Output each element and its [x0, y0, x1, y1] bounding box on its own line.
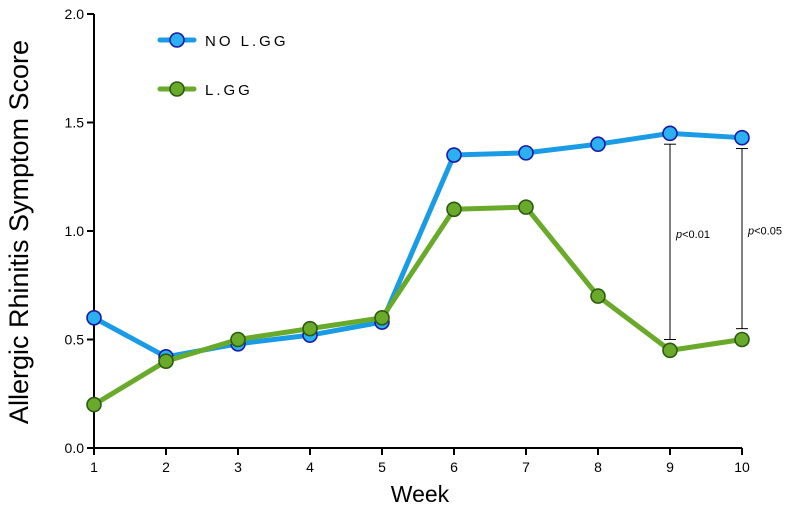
y-tick-label: 0.5 — [65, 332, 85, 348]
y-tick-label: 2.0 — [65, 6, 85, 22]
p-value-text: <0.01 — [682, 229, 710, 241]
legend-label: L.GG — [205, 82, 253, 99]
legend-marker — [169, 32, 185, 48]
data-point — [518, 199, 534, 215]
y-tick-label: 0.0 — [65, 440, 85, 456]
x-tick-label: 10 — [734, 459, 750, 475]
data-point — [662, 125, 678, 142]
x-tick-label: 1 — [90, 459, 98, 475]
data-point — [662, 342, 678, 359]
x-tick-label: 6 — [450, 459, 458, 475]
x-tick-label: 3 — [234, 459, 242, 475]
x-tick-label: 9 — [666, 459, 674, 475]
data-point — [86, 396, 102, 413]
y-axis-title: Allergic Rhinitis Symptom Score — [4, 40, 34, 424]
p-value-text: <0.05 — [754, 226, 782, 238]
legend-label: NO L.GG — [205, 33, 289, 50]
axes: 0.0 0.5 1.0 1.5 2.0 1 2 3 4 5 6 7 8 9 10 — [65, 6, 750, 475]
p-symbol: p — [747, 226, 754, 238]
y-tick-label: 1.5 — [65, 115, 85, 131]
legend: NO L.GG L.GG — [157, 32, 289, 99]
data-point — [590, 136, 606, 152]
data-point — [446, 201, 462, 218]
data-point — [158, 353, 174, 370]
data-point — [518, 145, 534, 161]
y-tick-label: 1.0 — [65, 223, 85, 239]
series-line — [91, 204, 745, 408]
x-tick-label: 7 — [522, 459, 530, 475]
series-line — [91, 130, 745, 360]
data-point — [446, 147, 462, 163]
series-1 — [86, 199, 750, 413]
data-point — [302, 320, 318, 337]
data-point — [230, 331, 246, 348]
legend-marker — [169, 81, 185, 97]
x-tick-label: 5 — [378, 459, 386, 475]
x-axis-title: Week — [391, 481, 450, 507]
p-value-label: p<0.05 — [747, 226, 782, 238]
p-value-label: p<0.01 — [675, 229, 710, 241]
series-0 — [86, 125, 750, 365]
x-tick-label: 4 — [306, 459, 314, 475]
p-symbol: p — [675, 229, 682, 241]
significance-annotations: p<0.01 p<0.05 — [664, 143, 782, 340]
data-point — [86, 309, 102, 326]
series-group — [86, 125, 750, 413]
data-point — [590, 288, 606, 304]
x-tick-label: 8 — [594, 459, 602, 475]
x-tick-label: 2 — [162, 459, 170, 475]
data-point — [734, 129, 750, 146]
data-point — [374, 309, 390, 326]
data-point — [734, 331, 750, 348]
